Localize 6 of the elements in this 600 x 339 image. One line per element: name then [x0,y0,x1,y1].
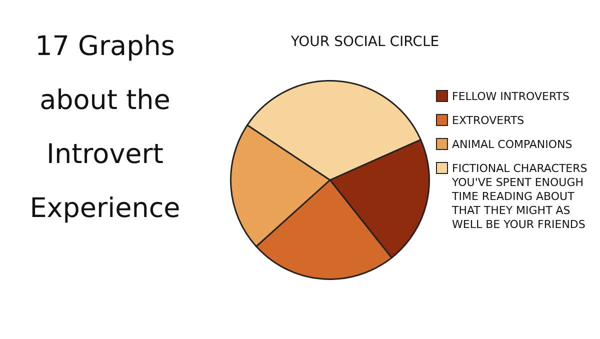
chart-subtitle: YOUR SOCIAL CIRCLE [290,34,440,50]
legend-label: FICTIONAL CHARACTERS YOU'VE SPENT ENOUGH TIME READING ABOUT THAT THEY MIGHT AS WELL BE YOUR FRIENDS [452,162,588,232]
legend-label: FELLOW INTROVERTS [452,90,570,104]
legend-label: ANIMAL COMPANIONS [452,138,572,152]
legend-label: EXTROVERTS [452,114,524,128]
text: 17 Graphs about the Introvert Experience [28,30,182,226]
